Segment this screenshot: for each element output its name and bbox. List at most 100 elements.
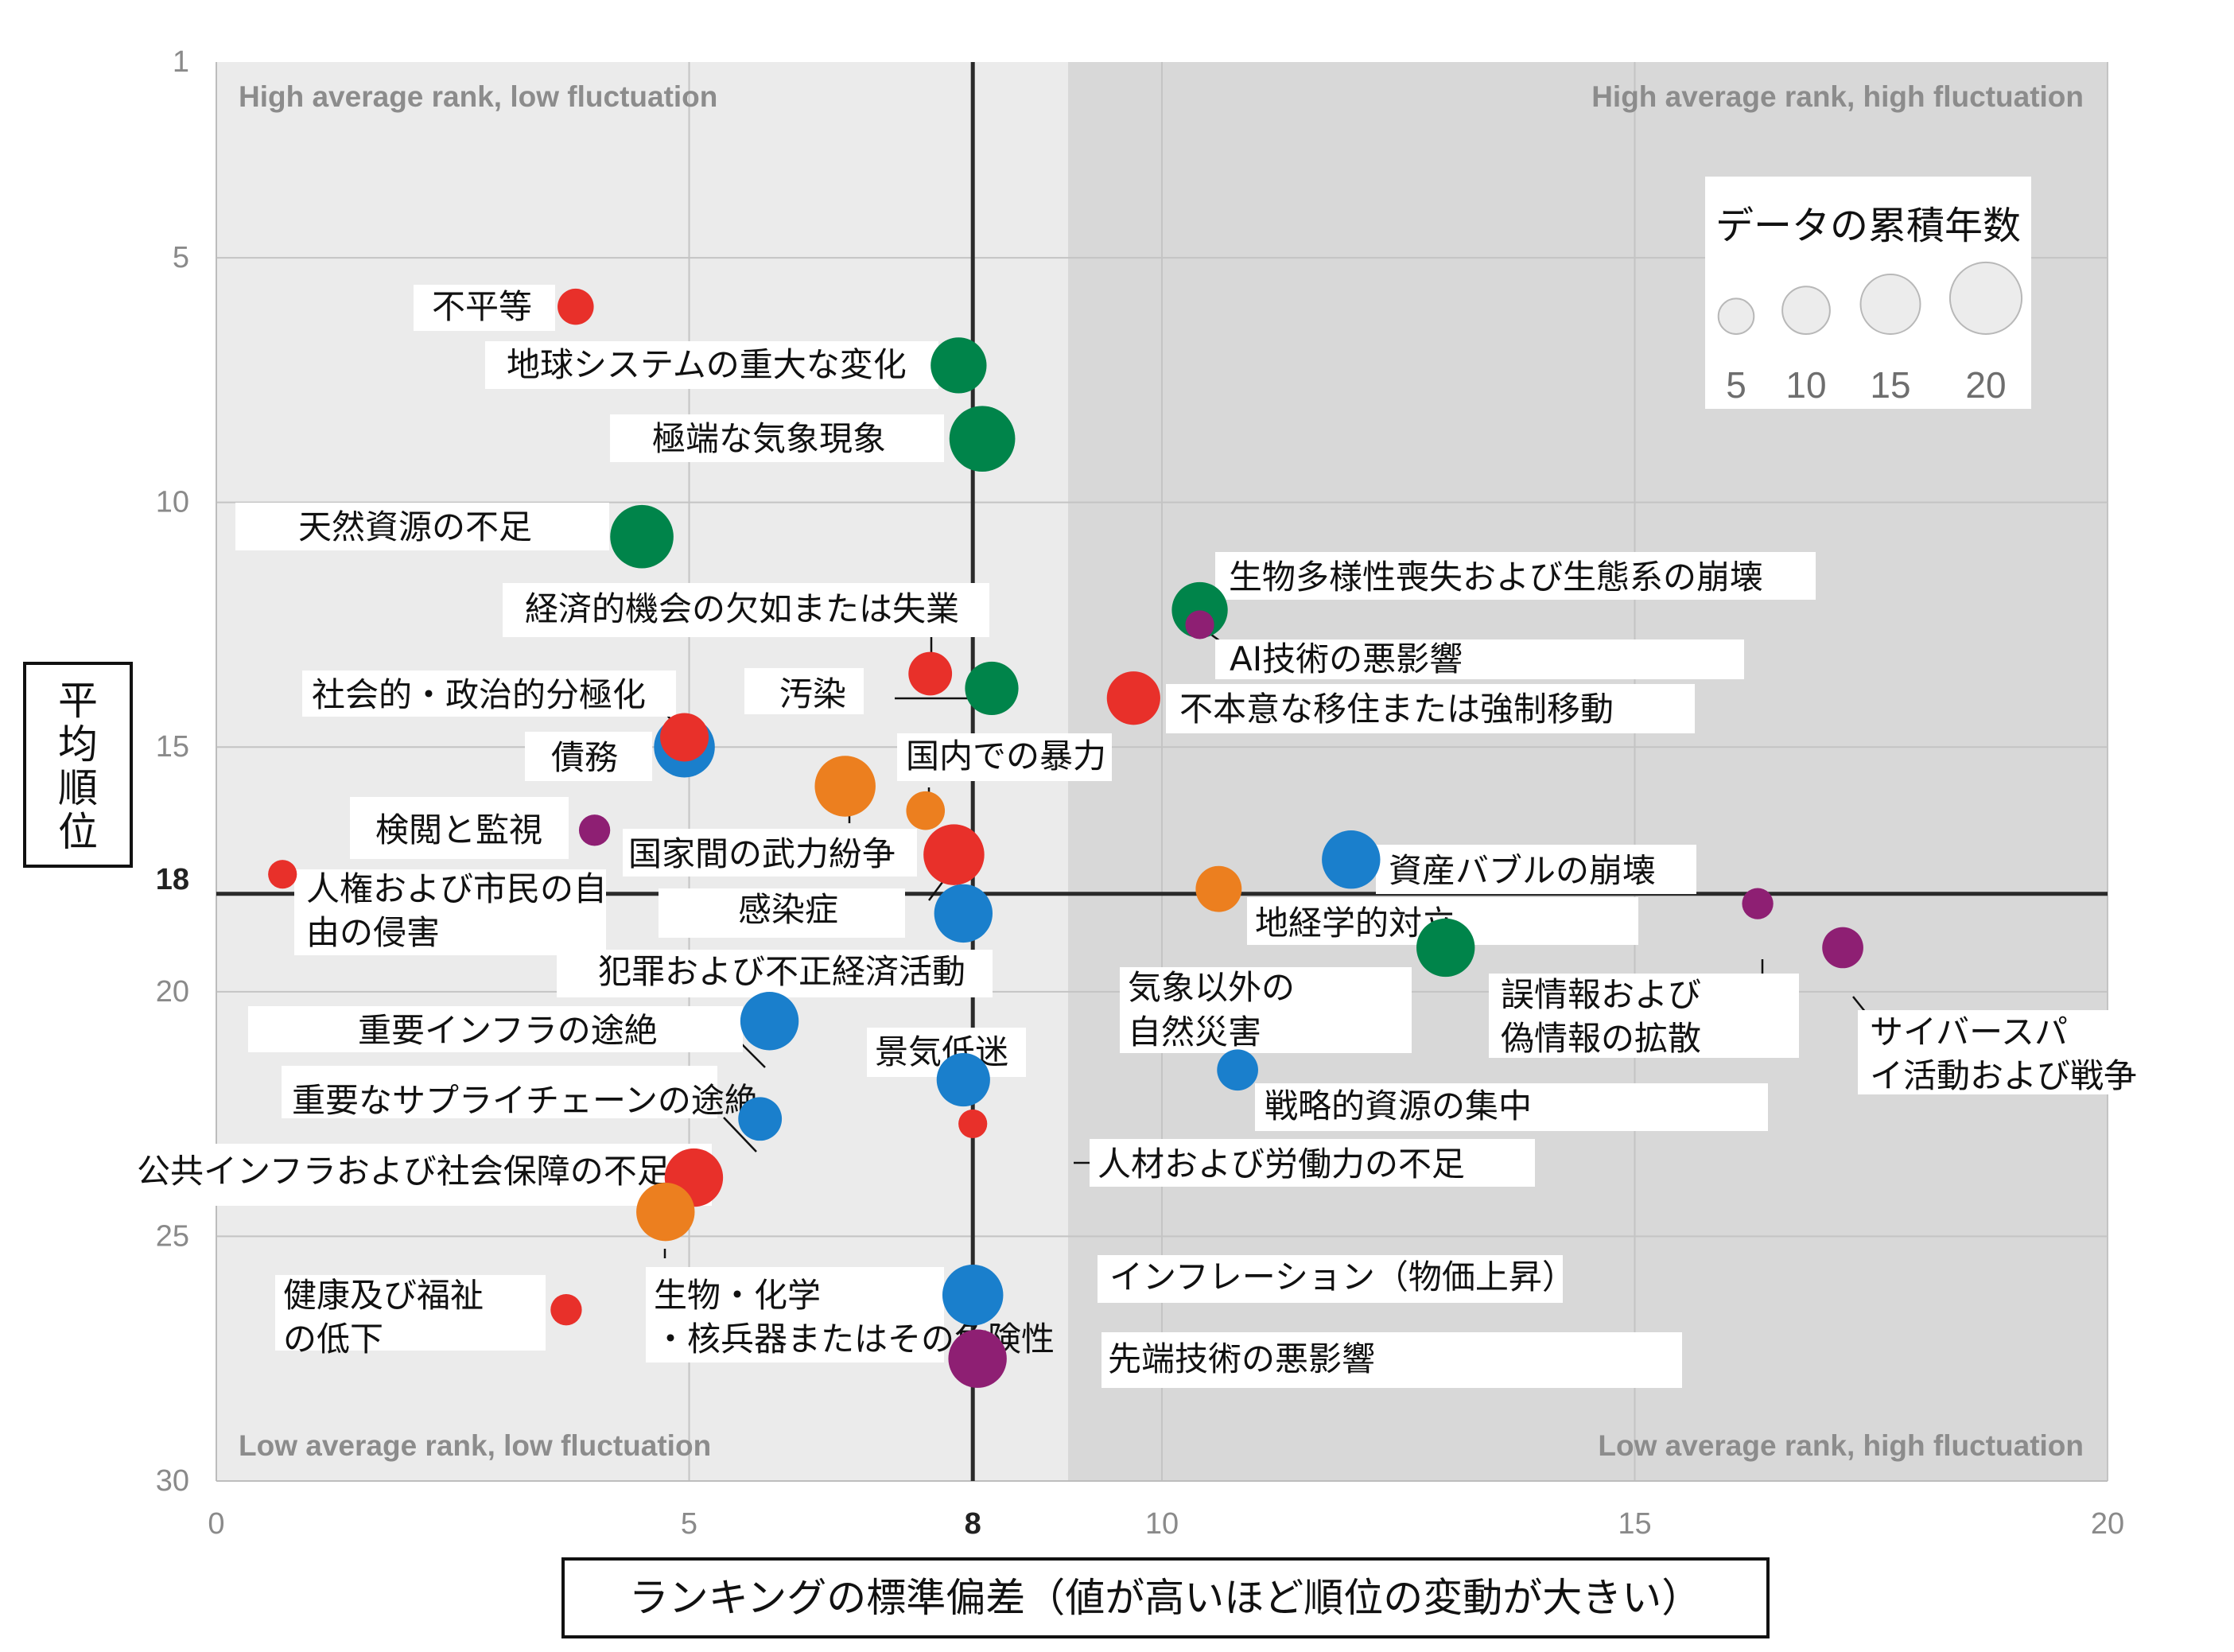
legend-size-label: 10 <box>1785 364 1826 406</box>
data-point <box>578 814 611 846</box>
point-label: の低下 <box>283 1320 383 1359</box>
data-point <box>610 504 674 569</box>
y-axis-title-char: 位 <box>58 809 98 855</box>
label-background <box>1215 639 1744 679</box>
y-axis-title-char: 平 <box>58 678 98 724</box>
point-label: 資産バブルの崩壊 <box>1389 851 1656 890</box>
data-points <box>268 288 1863 1388</box>
data-point <box>268 860 297 889</box>
point-label: AI技術の悪影響 <box>1230 639 1463 678</box>
data-point <box>814 756 876 817</box>
legend-bubble <box>1781 286 1831 335</box>
point-label: 重要なサプライチェーンの途絶 <box>292 1081 758 1120</box>
y-axis-title-box <box>23 662 133 868</box>
data-point <box>1217 1049 1258 1091</box>
x-tick-label: 15 <box>1618 1507 1651 1541</box>
data-point <box>931 337 987 394</box>
data-point <box>740 992 799 1051</box>
label-background <box>659 888 905 938</box>
point-label: 汚染 <box>779 674 846 713</box>
point-label: 極端な気象現象 <box>652 419 886 458</box>
data-point <box>949 406 1016 472</box>
label-background <box>646 1267 944 1362</box>
label-connector <box>723 1117 757 1153</box>
point-label: 先端技術の悪影響 <box>1108 1339 1375 1378</box>
quadrant-label-top-right: High average rank, high fluctuation <box>1591 80 2084 113</box>
point-label: 国内での暴力 <box>906 737 1106 775</box>
point-label: 社会的・政治的分極化 <box>312 675 646 714</box>
label-background <box>610 414 944 462</box>
label-background <box>1090 1139 1535 1187</box>
point-label: 経済的機会の欠如または失業 <box>525 589 959 628</box>
point-label: 地球システムの重大な変化 <box>507 345 907 384</box>
legend-title: データの累積年数 <box>1715 204 2021 248</box>
point-label: 戦略的資源の集中 <box>1265 1086 1532 1125</box>
point-label: 不本意な移住または強制移動 <box>1179 690 1614 729</box>
point-label: イ活動および戦争 <box>1870 1056 2137 1095</box>
y-axis-title-char: 順 <box>58 765 98 811</box>
data-point <box>923 824 985 885</box>
label-background <box>350 797 569 859</box>
data-point <box>1742 888 1774 919</box>
x-tick-label: 10 <box>1145 1507 1179 1541</box>
data-point <box>738 1097 783 1141</box>
data-point <box>1822 927 1863 969</box>
point-label: 債務 <box>551 738 618 777</box>
label-background <box>1215 552 1816 600</box>
data-point <box>1322 830 1381 889</box>
point-label: 生物多様性喪失および生態系の崩壊 <box>1229 558 1763 597</box>
point-label: 天然資源の不足 <box>298 507 532 546</box>
point-label: 誤情報および <box>1501 975 1701 1014</box>
data-point <box>942 1264 1004 1326</box>
label-background <box>1101 1332 1682 1388</box>
quadrant-label-bottom-left: Low average rank, low fluctuation <box>239 1429 711 1462</box>
y-tick-label: 5 <box>173 241 189 274</box>
point-label: 自然災害 <box>1128 1013 1261 1051</box>
legend-bubble <box>1859 274 1921 336</box>
data-point <box>948 1329 1007 1388</box>
label-background <box>294 869 606 955</box>
point-label: インフレーション（物価上昇） <box>1109 1257 1575 1296</box>
legend-bubble <box>1717 297 1755 335</box>
point-label: 犯罪および不正経済活動 <box>598 952 965 991</box>
legend-items: 5 10 15 20 <box>1717 261 2023 406</box>
label-background <box>131 1144 712 1206</box>
point-label: サイバースパ <box>1870 1013 2068 1051</box>
label-background <box>235 503 609 550</box>
point-label: 検閲と監視 <box>375 810 542 849</box>
label-background <box>302 671 676 717</box>
legend: データの累積年数 5 10 15 20 <box>1705 177 2031 409</box>
x-axis-title: ランキングの標準偏差（値が高いほど順位の変動が大きい） <box>629 1575 1702 1621</box>
label-background <box>1858 1010 2166 1094</box>
y-tick-label: 25 <box>156 1219 189 1253</box>
point-label: 重要インフラの途絶 <box>358 1011 658 1050</box>
label-background <box>414 285 555 331</box>
label-background <box>248 1006 743 1052</box>
point-label: 人材および労働力の不足 <box>1098 1145 1465 1184</box>
quadrant-label-bottom-right: Low average rank, high fluctuation <box>1598 1429 2084 1462</box>
x-tick-label: 0 <box>208 1507 224 1541</box>
point-label: 健康及び福祉 <box>283 1276 484 1315</box>
data-point <box>558 288 594 325</box>
point-label: 人権および市民の自 <box>306 869 607 908</box>
data-point <box>908 651 953 696</box>
legend-size-label: 5 <box>1726 364 1746 406</box>
label-background <box>1489 974 1799 1058</box>
label-background <box>525 732 652 781</box>
point-label: 偽情報の拡散 <box>1501 1019 1701 1058</box>
label-background <box>557 950 993 997</box>
data-point <box>958 1109 988 1139</box>
x-tick-label: 20 <box>2091 1507 2124 1541</box>
label-background <box>623 829 917 877</box>
point-label: 公共インフラおよび社会保障の不足 <box>137 1152 670 1191</box>
data-point <box>906 791 946 830</box>
data-point <box>636 1182 695 1242</box>
data-point <box>934 884 993 943</box>
data-point <box>1416 918 1475 978</box>
label-background <box>275 1275 546 1351</box>
label-background <box>1376 845 1696 894</box>
label-background <box>1120 967 1412 1053</box>
y-tick-label: 20 <box>156 975 189 1009</box>
